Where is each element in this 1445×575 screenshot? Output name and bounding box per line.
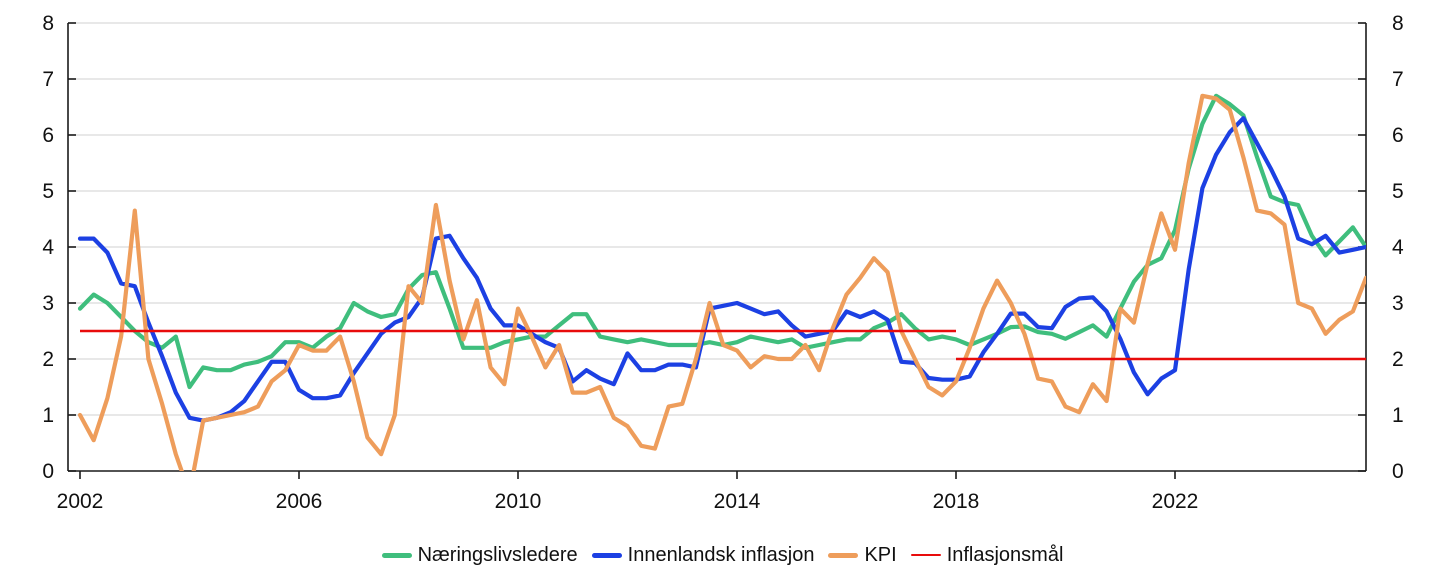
y-axis-tick-label-left-4: 4 [42,236,54,259]
y-axis-tick-label-left-5: 5 [42,180,54,203]
y-axis-tick-label-left-3: 3 [42,292,54,315]
legend-label-kpi: KPI [864,544,897,566]
y-axis-tick-label-right-5: 5 [1392,180,1404,203]
legend-label-inflasjonsmaal: Inflasjonsmål [946,544,1064,566]
legend-item-inflasjonsmaal: Inflasjonsmål [910,544,1064,566]
legend-item-kpi: KPI [828,544,897,566]
y-axis-tick-label-left-7: 7 [42,68,54,91]
x-axis-tick-label-2022: 2022 [1152,490,1199,513]
legend-swatch-innenlandsk-inflasjon [591,552,622,558]
legend-label-naeringslivsledere: Næringslivsledere [417,544,578,566]
legend-swatch-kpi [828,552,859,558]
series-line-kpi [77,93,1366,471]
legend-item-naeringslivsledere: Næringslivsledere [381,544,578,566]
legend-label-innenlandsk-inflasjon: Innenlandsk inflasjon [627,544,815,566]
y-axis-tick-label-right-8: 8 [1392,12,1404,35]
x-axis-tick-label-2010: 2010 [495,490,542,513]
y-axis-tick-label-right-3: 3 [1392,292,1404,315]
y-axis-tick-label-right-2: 2 [1392,348,1404,371]
series-line-innenlandsk-inflasjon [77,116,1366,423]
y-axis-tick-label-right-6: 6 [1392,124,1404,147]
y-axis-tick-label-left-2: 2 [42,348,54,371]
y-axis-tick-label-right-0: 0 [1392,460,1404,483]
legend-swatch-naeringslivsledere [381,552,412,558]
legend-item-innenlandsk-inflasjon: Innenlandsk inflasjon [591,544,815,566]
y-axis-tick-label-left-0: 0 [42,460,54,483]
x-axis-tick-label-2002: 2002 [57,490,104,513]
x-axis-tick-label-2006: 2006 [276,490,323,513]
y-axis-tick-label-left-8: 8 [42,12,54,35]
x-axis-tick-label-2014: 2014 [714,490,761,513]
y-axis-tick-label-left-1: 1 [42,404,54,427]
y-axis-tick-label-right-4: 4 [1392,236,1404,259]
legend-swatch-inflasjonsmaal [910,553,941,557]
x-axis-tick-label-2018: 2018 [933,490,980,513]
y-axis-tick-label-right-1: 1 [1392,404,1404,427]
chart-legend: Næringslivsledere Innenlandsk inflasjon … [0,545,1445,565]
y-axis-tick-label-right-7: 7 [1392,68,1404,91]
y-axis-tick-label-left-6: 6 [42,124,54,147]
